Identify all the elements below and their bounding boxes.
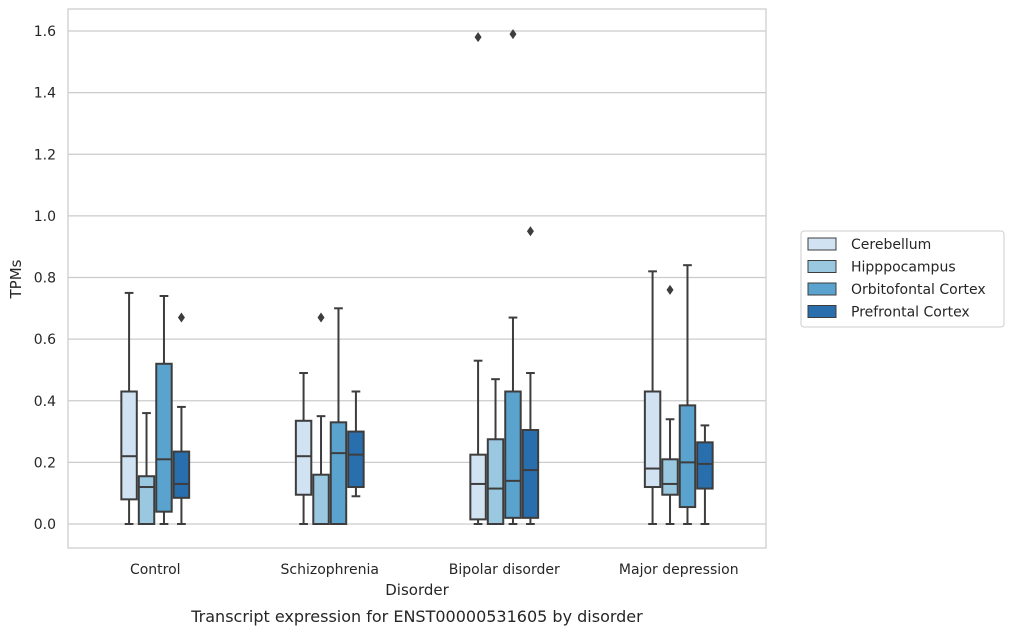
legend-label: Hipppocampus bbox=[851, 260, 956, 276]
y-tick-label: 1.0 bbox=[34, 209, 56, 225]
box-iqr bbox=[486, 438, 505, 525]
legend-label: Orbitofontal Cortex bbox=[851, 282, 986, 298]
y-tick-label: 0.6 bbox=[34, 332, 56, 348]
box-iqr bbox=[312, 473, 330, 526]
y-tick-label: 0.0 bbox=[34, 517, 56, 533]
box-plot bbox=[504, 29, 522, 525]
box-plot bbox=[329, 307, 348, 526]
legend-frame bbox=[800, 230, 1005, 328]
y-tick-label: 0.4 bbox=[34, 394, 56, 410]
box-plot bbox=[678, 264, 697, 525]
box-plot bbox=[294, 372, 313, 525]
box-plot bbox=[120, 291, 138, 525]
y-tick-label: 0.8 bbox=[34, 271, 56, 287]
outlier-point bbox=[509, 29, 517, 40]
y-tick-labels: 0.0 0.2 0.4 0.6 0.8 1.0 1.2 1.4 1.6 bbox=[34, 24, 56, 533]
legend-swatch bbox=[807, 282, 837, 296]
x-tick-label: Control bbox=[130, 562, 181, 578]
legend-label: Prefrontal Cortex bbox=[851, 305, 970, 321]
box-iqr bbox=[329, 421, 348, 526]
x-tick-labels: Control Schizophrenia Bipolar disorder Majo… bbox=[130, 562, 739, 578]
outlier-point bbox=[474, 32, 482, 43]
box-plots bbox=[120, 29, 714, 526]
box-plot bbox=[137, 412, 156, 526]
box-iqr bbox=[172, 450, 191, 499]
box-iqr bbox=[347, 430, 365, 489]
box-plot bbox=[643, 270, 662, 525]
box-iqr bbox=[469, 453, 487, 521]
box-plot bbox=[312, 312, 330, 526]
box-iqr bbox=[696, 441, 714, 490]
box-iqr bbox=[643, 390, 662, 489]
legend: Cerebellum Hipppocampus Orbitofontal Corte… bbox=[800, 230, 1005, 328]
y-axis-label: TPMs bbox=[7, 259, 25, 299]
x-tick-label: Bipolar disorder bbox=[449, 562, 560, 578]
box-iqr bbox=[137, 475, 156, 526]
box-iqr bbox=[155, 362, 173, 513]
legend-swatch bbox=[807, 305, 837, 318]
y-tick-label: 1.2 bbox=[34, 147, 56, 163]
legend-swatch bbox=[807, 237, 837, 251]
legend-label: Cerebellum bbox=[851, 237, 931, 253]
box-plot bbox=[661, 284, 679, 525]
x-tick-label: Major depression bbox=[619, 562, 739, 578]
y-tick-label: 0.2 bbox=[34, 455, 56, 471]
box-iqr bbox=[521, 429, 540, 519]
outlier-point bbox=[526, 226, 534, 237]
box-iqr bbox=[504, 390, 522, 519]
box-iqr bbox=[678, 404, 697, 509]
chart-caption: Transcript expression for ENST0000053160… bbox=[190, 607, 643, 626]
box-plot bbox=[172, 312, 191, 525]
box-iqr bbox=[120, 390, 138, 501]
box-plot bbox=[521, 226, 540, 525]
outlier-point bbox=[177, 312, 185, 323]
box-iqr bbox=[294, 419, 313, 496]
legend-items: Cerebellum Hipppocampus Orbitofontal Corte… bbox=[807, 237, 986, 321]
box-plot bbox=[347, 390, 365, 498]
legend-swatch bbox=[807, 260, 837, 273]
box-plot bbox=[486, 378, 505, 525]
y-tick-label: 1.6 bbox=[34, 24, 56, 40]
box-plot bbox=[155, 294, 173, 525]
outlier-point bbox=[666, 284, 674, 295]
box-plot bbox=[696, 424, 714, 525]
box-plot bbox=[469, 32, 487, 525]
outlier-point bbox=[317, 312, 325, 323]
y-tick-label: 1.4 bbox=[34, 86, 56, 102]
box-iqr bbox=[661, 458, 679, 496]
x-tick-label: Schizophrenia bbox=[281, 562, 379, 578]
plot-frame bbox=[67, 8, 767, 549]
x-axis-label: Disorder bbox=[385, 581, 449, 599]
